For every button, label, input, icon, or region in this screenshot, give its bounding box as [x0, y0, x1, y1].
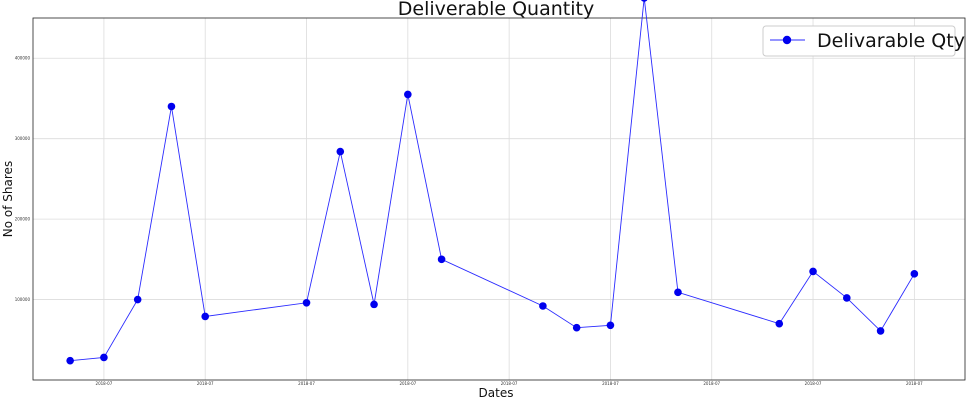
series-line [70, 0, 915, 362]
data-point [336, 147, 345, 156]
data-point [674, 288, 682, 297]
x-axis-label: Dates [479, 386, 514, 400]
legend-label: Delivarable Qty [817, 30, 965, 52]
legend: Delivarable Qty [762, 25, 965, 57]
x-tick-label: 2018-07 [805, 381, 822, 386]
data-point [775, 319, 784, 328]
y-tick-label: 100000 [15, 297, 31, 302]
data-point [606, 321, 615, 330]
data-point [843, 294, 851, 302]
data-point [572, 323, 581, 332]
data-point [133, 295, 142, 304]
data-point [404, 90, 412, 99]
y-tick-label: 200000 [15, 217, 31, 222]
chart-title: Deliverable Quantity [398, 0, 594, 20]
data-point [66, 356, 74, 365]
x-tick-label: 2018-07 [298, 381, 315, 386]
points-layer [66, 0, 919, 365]
x-tick-label: 2018-07 [703, 381, 720, 386]
grid-layer [33, 18, 965, 380]
x-tick-label: 2018-07 [602, 381, 619, 386]
legend-box [762, 25, 956, 57]
y-axis-label: No of Shares [1, 161, 15, 237]
data-point [809, 267, 817, 276]
x-tick-label: 2018-07 [906, 381, 923, 386]
y-tick-label: 400000 [15, 56, 31, 61]
x-tick-label: 2018-07 [501, 381, 518, 386]
legend-marker [782, 35, 792, 45]
data-point [641, 0, 648, 2]
x-tick-label: 2018-07 [96, 381, 113, 386]
data-point [876, 327, 885, 335]
data-point [302, 298, 311, 307]
plot-frame [32, 17, 966, 381]
data-point [910, 270, 919, 278]
data-point [100, 353, 108, 362]
x-tick-label: 2018-07 [399, 381, 416, 386]
data-point [370, 300, 378, 309]
y-tick-label: 300000 [15, 136, 31, 141]
data-point [437, 255, 446, 264]
tick-layer: 100000 200000 300000 400000 2018-07 2018-07 20… [15, 56, 923, 386]
data-point [201, 312, 210, 321]
data-point [539, 302, 547, 310]
x-tick-label: 2018-07 [197, 381, 214, 386]
data-point [167, 102, 176, 111]
